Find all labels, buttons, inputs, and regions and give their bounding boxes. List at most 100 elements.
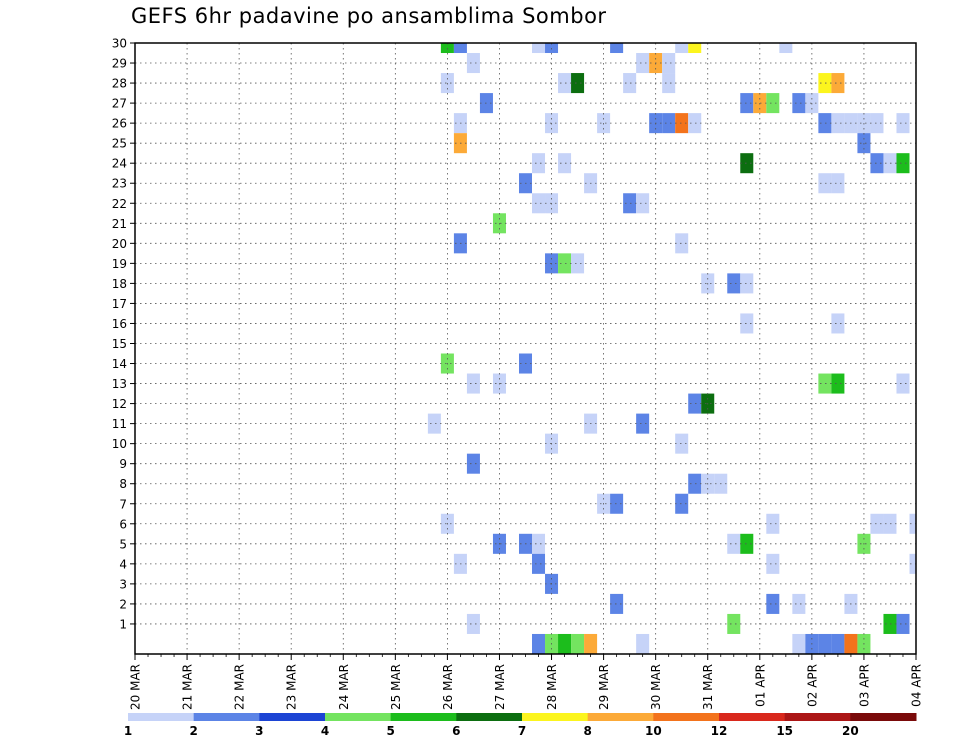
precip-cell xyxy=(818,373,832,394)
y-tick-label: 10 xyxy=(112,437,127,451)
precip-cell xyxy=(740,313,754,334)
precip-cell xyxy=(636,413,650,434)
x-tick-label: 21 MAR xyxy=(181,664,195,710)
precip-cell xyxy=(532,553,546,574)
precip-cell xyxy=(792,93,806,114)
precip-cell xyxy=(740,153,754,174)
precip-cell xyxy=(662,73,676,94)
colorbar-swatch xyxy=(850,713,917,721)
y-tick-label: 28 xyxy=(112,77,127,91)
y-tick-label: 11 xyxy=(112,417,127,431)
precip-cell xyxy=(466,453,480,474)
precip-cell xyxy=(766,553,780,574)
colorbar-label: 6 xyxy=(452,724,460,738)
y-tick-label: 5 xyxy=(119,537,127,551)
precip-cell xyxy=(636,193,650,214)
precip-cell xyxy=(896,613,910,634)
precip-cell xyxy=(688,113,702,134)
precip-cell xyxy=(740,533,754,554)
colorbar-label: 1 xyxy=(124,724,132,738)
precip-cell xyxy=(727,273,741,294)
precip-cell xyxy=(532,633,546,654)
precip-cell xyxy=(870,513,884,534)
precip-cell xyxy=(870,153,884,174)
y-tick-label: 30 xyxy=(112,37,127,51)
precip-cell xyxy=(766,593,780,614)
colorbar-label: 3 xyxy=(255,724,263,738)
y-tick-label: 21 xyxy=(112,217,127,231)
y-tick-label: 18 xyxy=(112,277,127,291)
precip-cell xyxy=(870,113,884,134)
precip-cell xyxy=(909,513,916,534)
x-tick-label: 28 MAR xyxy=(545,664,559,710)
colorbar-label: 4 xyxy=(321,724,329,738)
x-tick-label: 26 MAR xyxy=(441,664,455,710)
precip-cell xyxy=(571,253,585,274)
precip-cell xyxy=(636,633,650,654)
precip-cell xyxy=(675,233,689,254)
colorbar-label: 7 xyxy=(518,724,526,738)
precip-cell xyxy=(558,73,572,94)
precip-cell xyxy=(896,153,910,174)
precip-cell xyxy=(792,593,806,614)
y-tick-label: 29 xyxy=(112,57,127,71)
grid-lines xyxy=(135,42,916,654)
precip-cell xyxy=(675,493,689,514)
precip-cell xyxy=(831,113,845,134)
y-tick-label: 20 xyxy=(112,237,127,251)
precip-cell xyxy=(740,93,754,114)
y-tick-label: 26 xyxy=(112,117,127,131)
x-tick-label: 04 APR xyxy=(910,664,924,707)
colorbar-swatch xyxy=(456,713,523,721)
precip-cell xyxy=(610,43,624,54)
x-tick-label: 29 MAR xyxy=(597,664,611,710)
precip-cell xyxy=(883,153,897,174)
precip-cell xyxy=(909,553,916,574)
y-tick-label: 3 xyxy=(119,577,127,591)
x-tick-label: 22 MAR xyxy=(233,664,247,710)
colorbar-swatch xyxy=(784,713,851,721)
y-tick-label: 15 xyxy=(112,337,127,351)
x-tick-label: 20 MAR xyxy=(129,664,143,710)
y-tick-label: 25 xyxy=(112,137,127,151)
precip-cell xyxy=(779,43,793,54)
precip-cell xyxy=(766,513,780,534)
colorbar-swatch xyxy=(653,713,720,721)
chart-title: GEFS 6hr padavine po ansamblima Sombor xyxy=(131,4,607,28)
precip-cell xyxy=(818,113,832,134)
y-tick-label: 19 xyxy=(112,257,127,271)
x-tick-label: 01 APR xyxy=(753,664,767,707)
colorbar-swatch xyxy=(522,713,589,721)
y-tick-label: 9 xyxy=(119,457,127,471)
colorbar-swatch xyxy=(719,713,786,721)
precip-cell xyxy=(740,273,754,294)
x-tick-label: 23 MAR xyxy=(285,664,299,710)
precip-cell xyxy=(818,73,832,94)
precip-cell xyxy=(610,493,624,514)
precip-cell xyxy=(662,113,676,134)
x-tick-label: 31 MAR xyxy=(701,664,715,710)
precip-cell xyxy=(688,393,702,414)
colorbar-label: 15 xyxy=(776,724,793,738)
precip-cell xyxy=(883,613,897,634)
precip-cell xyxy=(675,433,689,454)
precip-cell xyxy=(896,113,910,134)
precip-cell xyxy=(831,73,845,94)
y-tick-label: 2 xyxy=(119,597,127,611)
y-tick-label: 14 xyxy=(112,357,127,371)
precip-cell xyxy=(792,633,806,654)
precip-cell xyxy=(727,613,741,634)
colorbar-swatch xyxy=(587,713,654,721)
y-tick-label: 8 xyxy=(119,477,127,491)
x-tick-label: 25 MAR xyxy=(389,664,403,710)
colorbar-swatch xyxy=(390,713,457,721)
precip-cell xyxy=(466,613,480,634)
y-tick-label: 13 xyxy=(112,377,127,391)
precip-cell xyxy=(623,193,637,214)
precip-cell xyxy=(844,633,858,654)
precip-cell xyxy=(883,513,897,534)
y-tick-label: 23 xyxy=(112,177,127,191)
precip-cell xyxy=(453,43,467,54)
y-tick-label: 16 xyxy=(112,317,127,331)
